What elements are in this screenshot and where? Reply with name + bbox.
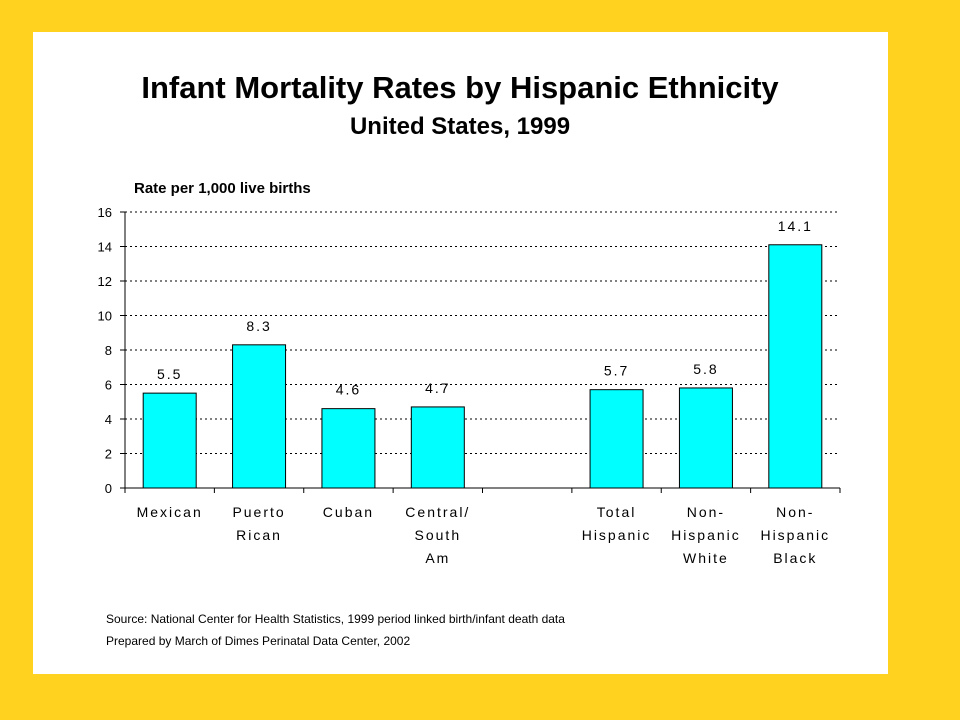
data-label: 14.1 bbox=[778, 218, 813, 234]
bar bbox=[589, 389, 644, 489]
y-tick-label: 2 bbox=[105, 447, 112, 462]
y-tick-label: 12 bbox=[98, 274, 112, 289]
y-tick-label: 0 bbox=[105, 481, 112, 496]
bar bbox=[321, 408, 376, 489]
x-category-label: Central/ bbox=[405, 504, 470, 520]
x-category-label: White bbox=[683, 550, 729, 566]
x-category-label: Hispanic bbox=[671, 527, 741, 543]
x-category-label: Non- bbox=[776, 504, 814, 520]
bar bbox=[410, 406, 465, 489]
y-tick-label: 8 bbox=[105, 343, 112, 358]
bar bbox=[142, 392, 197, 489]
x-category-label: Cuban bbox=[323, 504, 374, 520]
x-category-label: Rican bbox=[236, 527, 282, 543]
chart-subtitle: United States, 1999 bbox=[349, 113, 571, 140]
x-category-label: Total bbox=[597, 504, 637, 520]
x-category-label: South bbox=[415, 527, 462, 543]
data-label: 5.7 bbox=[604, 363, 629, 379]
y-tick-label: 14 bbox=[98, 240, 112, 255]
x-category-label: Mexican bbox=[137, 504, 203, 520]
bars: 5.5 8.3 4.6 4.7 5.7 5.8 14.1 bbox=[142, 218, 823, 489]
x-category-label: Hispanic bbox=[582, 527, 652, 543]
x-category-label: Am bbox=[425, 550, 450, 566]
data-label: 8.3 bbox=[246, 318, 271, 334]
data-label: 5.5 bbox=[157, 366, 182, 382]
x-category-label: Non- bbox=[687, 504, 725, 520]
data-label: 4.7 bbox=[425, 380, 450, 396]
x-category-label: Black bbox=[773, 550, 817, 566]
y-axis-label: Rate per 1,000 live births bbox=[134, 180, 311, 197]
y-tick-label: 10 bbox=[98, 309, 112, 324]
chart-title: Infant Mortality Rates by Hispanic Ethni… bbox=[141, 70, 779, 105]
source-note: Source: National Center for Health Stati… bbox=[106, 612, 565, 626]
bar bbox=[768, 244, 823, 489]
x-category-label: Puerto bbox=[232, 504, 285, 520]
bar bbox=[232, 344, 287, 489]
y-tick-label: 6 bbox=[105, 378, 112, 393]
data-label: 5.8 bbox=[693, 361, 718, 377]
x-category-label: Hispanic bbox=[760, 527, 830, 543]
data-label: 4.6 bbox=[336, 382, 361, 398]
tick-labels: 0 2 4 6 8 10 12 14 16 Mexican Puerto Rican Cuban Cent… bbox=[98, 205, 830, 566]
y-tick-label: 4 bbox=[105, 412, 112, 427]
y-tick-label: 16 bbox=[98, 205, 112, 220]
prepared-by-note: Prepared by March of Dimes Perinatal Dat… bbox=[106, 634, 411, 648]
bar bbox=[678, 387, 733, 489]
chart-panel bbox=[33, 32, 888, 674]
axes bbox=[120, 211, 841, 493]
